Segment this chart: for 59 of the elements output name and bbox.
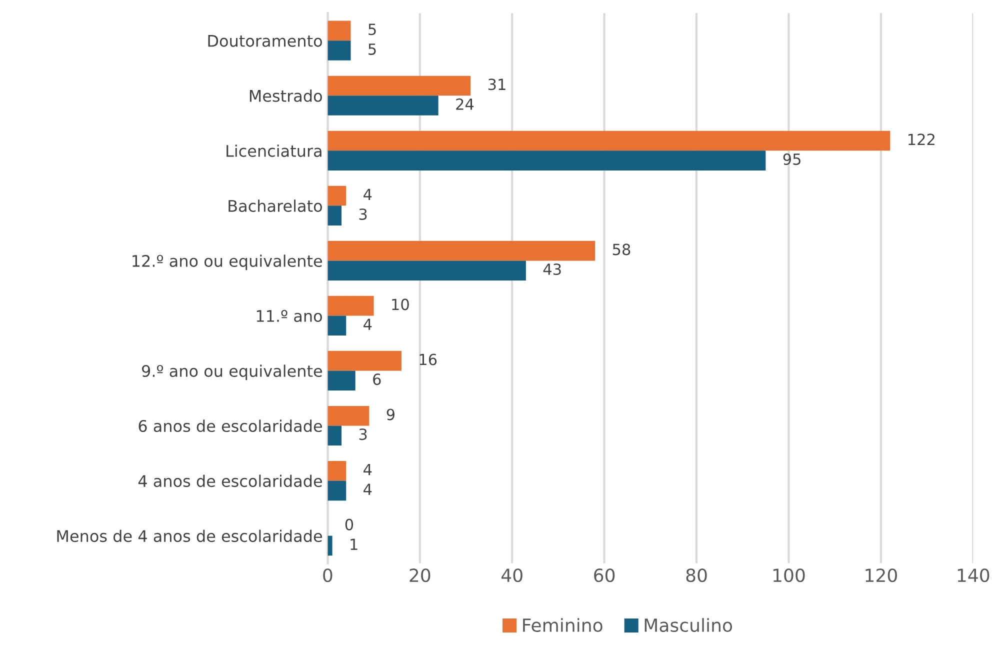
bar [328, 76, 471, 96]
legend-label: Feminino [523, 618, 602, 632]
bar [328, 20, 351, 41]
data-label: 4 [364, 484, 372, 495]
bar [328, 480, 346, 501]
data-label: 1 [350, 538, 358, 550]
legend-label: Masculino [644, 618, 732, 632]
data-label: 58 [612, 244, 630, 256]
data-label: 4 [364, 464, 372, 476]
x-tick-label: 140 [958, 568, 990, 582]
y-tick-label: Bacharelato [228, 200, 322, 212]
data-label: 43 [543, 263, 561, 276]
data-label: 95 [783, 153, 800, 165]
x-tick-label: 20 [410, 568, 430, 582]
data-label: 5 [368, 44, 376, 55]
y-tick-label: 11.º ano [256, 310, 322, 322]
y-tick-label: 12.º ano ou equivalente [132, 254, 322, 270]
y-tick-label: Menos de 4 anos de escolaridade [57, 530, 322, 542]
bar [328, 186, 346, 206]
data-label: 9 [386, 408, 394, 420]
data-label: 3 [359, 428, 367, 440]
bar [328, 96, 438, 116]
data-label: 4 [364, 318, 372, 330]
y-tick-label: 6 anos de escolaridade [138, 420, 322, 432]
data-label: 6 [373, 374, 381, 386]
data-label: 122 [908, 134, 934, 145]
bar [328, 150, 766, 170]
y-tick-label: Doutoramento [208, 35, 322, 47]
x-tick-label: 100 [773, 568, 805, 582]
y-tick-label: 4 anos de escolaridade [138, 474, 322, 488]
x-tick-label: 40 [502, 568, 522, 582]
data-label: 0 [345, 518, 354, 530]
bar [328, 350, 402, 371]
data-label: 3 [359, 208, 367, 220]
bar [328, 206, 342, 226]
y-tick-label: Mestrado [250, 90, 322, 102]
data-label: 4 [364, 188, 372, 200]
bar [328, 40, 351, 60]
data-label: 5 [368, 24, 376, 36]
data-label: 10 [392, 298, 409, 310]
data-label: 24 [456, 98, 474, 110]
x-tick-label: 60 [594, 568, 615, 582]
bar [328, 370, 356, 391]
bar [328, 316, 346, 336]
bar [328, 536, 332, 556]
bar [328, 406, 370, 426]
bar [328, 240, 596, 261]
x-tick-label: 120 [866, 568, 897, 582]
bar [328, 426, 342, 446]
bar [328, 260, 526, 280]
data-label: 31 [488, 78, 506, 90]
data-label: 16 [420, 354, 437, 366]
bar [328, 130, 890, 151]
y-tick-label: 9.º ano ou equivalente [142, 364, 322, 380]
x-tick-label: 0 [323, 568, 332, 582]
bar [328, 460, 346, 481]
x-tick-label: 80 [686, 568, 707, 582]
y-tick-label: Licenciatura [226, 144, 322, 157]
bar [328, 296, 374, 316]
